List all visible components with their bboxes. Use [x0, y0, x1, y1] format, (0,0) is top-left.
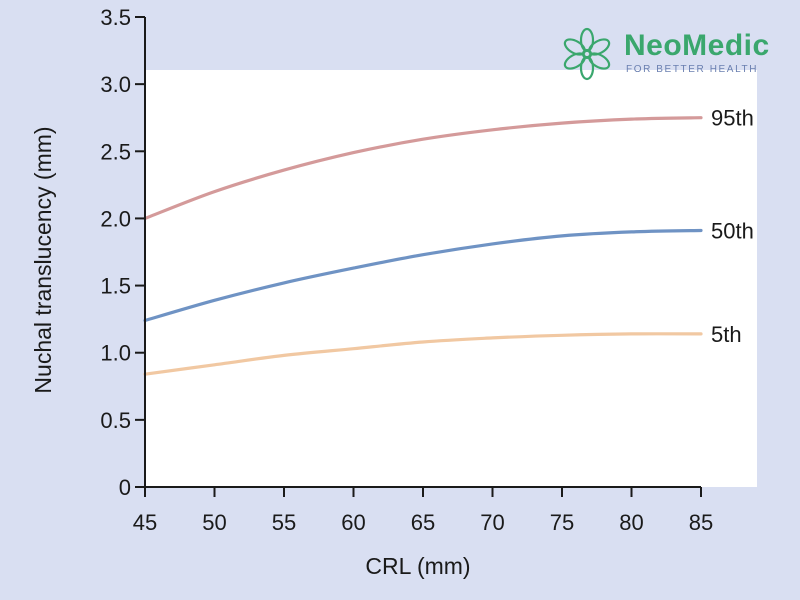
y-axis-title: Nuchal translucency (mm) [30, 126, 56, 393]
neomedic-logo: NeoMedic FOR BETTER HEALTH [558, 26, 780, 82]
axes: 45 50 55 60 65 70 75 80 85 0 0.5 1.0 1.5 2.0 2.5 3.0 3.5 [100, 5, 713, 535]
x-tick-label-70: 70 [480, 510, 504, 535]
y-tick-label-1.0: 1.0 [100, 341, 131, 366]
series-layer: 95th 50th 5th [143, 106, 754, 376]
x-tick-label-55: 55 [272, 510, 296, 535]
y-tick-label-0: 0 [119, 475, 131, 500]
plot-area [145, 70, 757, 487]
x-tick-label-45: 45 [133, 510, 157, 535]
logo-tagline: FOR BETTER HEALTH [626, 64, 759, 75]
y-tick-label-2.0: 2.0 [100, 206, 131, 231]
series-label-50th: 50th [711, 219, 754, 244]
y-tick-label-1.5: 1.5 [100, 274, 131, 299]
x-tick-label-60: 60 [341, 510, 365, 535]
x-tick-label-80: 80 [619, 510, 643, 535]
y-tick-label-0.5: 0.5 [100, 408, 131, 433]
series-label-95th: 95th [711, 106, 754, 131]
x-tick-label-75: 75 [550, 510, 574, 535]
logo-name: NeoMedic [624, 29, 770, 62]
x-tick-label-65: 65 [411, 510, 435, 535]
x-tick-label-50: 50 [202, 510, 226, 535]
flower-logo-icon [563, 27, 611, 81]
y-tick-label-2.5: 2.5 [100, 139, 131, 164]
y-tick-label-3.0: 3.0 [100, 72, 131, 97]
y-tick-label-3.5: 3.5 [100, 5, 131, 30]
series-line-5th [143, 332, 703, 376]
series-label-5th: 5th [711, 322, 742, 347]
x-axis-title: CRL (mm) [365, 553, 470, 579]
series-line-95th [143, 116, 703, 220]
series-line-50th [143, 228, 703, 323]
x-tick-label-85: 85 [689, 510, 713, 535]
